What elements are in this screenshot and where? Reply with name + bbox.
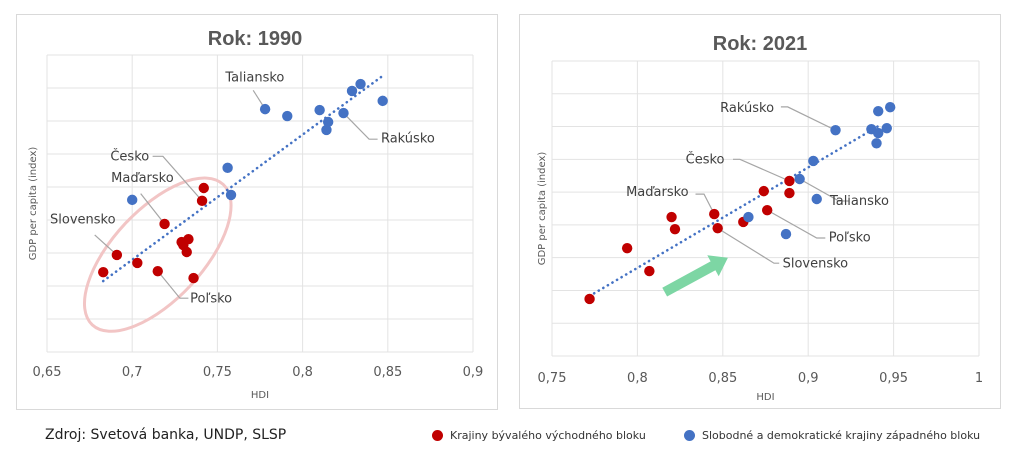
data-point-west xyxy=(873,127,884,139)
leader-line xyxy=(733,158,790,182)
data-point-east xyxy=(669,223,681,235)
point-label: Rakúsko xyxy=(381,131,435,146)
leader-line xyxy=(152,155,203,202)
scatter-chart-2021: Rok: 2021 0,75 0,8 0,85 0,9 0,95 1 HDI GDP per c… xyxy=(537,33,983,403)
point-label: Rakúsko xyxy=(720,101,774,116)
data-point-east xyxy=(132,257,143,269)
x-tick-label: 0,8 xyxy=(292,365,313,380)
point-label: Maďarsko xyxy=(111,171,174,186)
data-point-west xyxy=(338,107,349,119)
x-tick-label: 0,9 xyxy=(463,365,484,380)
leader-line xyxy=(766,209,826,239)
legend-item-east: Krajiny bývalého východného bloku xyxy=(432,429,646,442)
data-point-east xyxy=(152,265,163,277)
chart-frame-1990 xyxy=(16,14,498,410)
point-label: Taliansko xyxy=(829,194,889,209)
data-point-west xyxy=(355,78,366,90)
trendline xyxy=(101,75,383,283)
trend-arrow-icon xyxy=(662,255,728,297)
x-tick-label: 0,85 xyxy=(373,365,402,380)
data-point-west xyxy=(282,110,293,122)
data-point-east xyxy=(584,293,595,305)
x-axis-label: HDI xyxy=(251,390,269,401)
x-tick-label: 0,9 xyxy=(798,371,819,386)
data-point-east xyxy=(644,265,655,277)
leader-line xyxy=(343,112,378,140)
y-axis-label: GDP per capita (index) xyxy=(28,147,39,261)
data-point-west xyxy=(346,85,358,97)
data-point-west xyxy=(127,194,138,206)
data-point-east xyxy=(621,242,633,254)
x-tick-label: 0,95 xyxy=(879,371,908,386)
chart-frame-2021 xyxy=(519,14,1001,409)
data-point-west xyxy=(780,228,792,240)
legend-label-west: Slobodné a demokratické krajiny západnéh… xyxy=(702,429,981,442)
x-tick-label: 0,8 xyxy=(627,371,648,386)
leader-line xyxy=(799,178,850,202)
legend-label-east: Krajiny bývalého východného bloku xyxy=(450,429,646,442)
x-tick-label: 1 xyxy=(975,371,983,386)
data-point-east xyxy=(188,272,199,284)
data-point-west xyxy=(884,102,896,113)
legend-item-west: Slobodné a demokratické krajiny západnéh… xyxy=(684,429,980,442)
point-label: Slovensko xyxy=(783,257,849,272)
leader-line xyxy=(717,227,780,264)
x-tick-label: 0,75 xyxy=(203,365,232,380)
leader-line xyxy=(695,193,715,215)
data-point-west xyxy=(743,211,754,223)
data-point-east xyxy=(666,211,677,223)
data-point-east xyxy=(181,246,192,258)
chart-title: Rok: 1990 xyxy=(208,28,303,50)
data-point-west xyxy=(259,103,271,115)
point-label: Česko xyxy=(110,149,149,165)
data-point-east xyxy=(762,204,773,216)
point-label: Slovensko xyxy=(50,212,116,227)
point-label: Maďarsko xyxy=(626,185,689,200)
data-point-west xyxy=(222,162,233,174)
data-point-west xyxy=(881,122,892,134)
data-point-east xyxy=(159,218,170,230)
data-point-west xyxy=(321,124,332,136)
point-label: Poľsko xyxy=(190,292,232,307)
data-point-west xyxy=(873,105,884,117)
data-point-west xyxy=(225,189,237,201)
leader-line xyxy=(157,270,189,299)
data-point-east xyxy=(196,195,208,207)
x-tick-label: 0,85 xyxy=(708,371,737,386)
legend-marker-east-icon xyxy=(432,430,443,441)
point-label: Poľsko xyxy=(829,230,871,245)
data-point-east xyxy=(111,249,123,261)
data-point-west xyxy=(314,104,325,116)
data-point-east xyxy=(198,182,209,194)
chart-title: Rok: 2021 xyxy=(713,33,808,55)
data-point-east xyxy=(712,222,723,234)
data-point-west xyxy=(830,124,841,136)
data-point-east xyxy=(98,266,109,278)
leader-line xyxy=(780,106,836,131)
data-point-west xyxy=(794,173,805,185)
data-point-west xyxy=(322,116,334,128)
data-point-east xyxy=(183,233,194,245)
y-axis-label: GDP per capita (index) xyxy=(537,152,548,266)
legend-marker-west-icon xyxy=(684,430,695,441)
scatter-chart-1990: Rok: 1990 0,65 0,7 0,75 0,8 0,85 0,9 HDI GDP per… xyxy=(28,28,483,401)
data-point-east xyxy=(784,175,795,187)
x-axis-label: HDI xyxy=(756,392,774,403)
x-tick-label: 0,7 xyxy=(122,365,143,380)
point-label: Česko xyxy=(686,151,725,167)
data-point-west xyxy=(871,138,882,149)
data-point-east xyxy=(784,187,795,199)
highlight-ellipse xyxy=(82,176,233,333)
point-label: Taliansko xyxy=(224,70,284,85)
x-tick-label: 0,75 xyxy=(538,371,567,386)
data-point-east xyxy=(758,185,769,197)
x-tick-label: 0,65 xyxy=(33,365,62,380)
leader-line xyxy=(140,193,166,225)
data-point-west xyxy=(811,193,822,205)
data-point-west xyxy=(377,95,388,107)
data-point-west xyxy=(808,155,819,167)
source-note: Zdroj: Svetová banka, UNDP, SLSP xyxy=(45,427,287,443)
data-point-east xyxy=(709,208,720,220)
